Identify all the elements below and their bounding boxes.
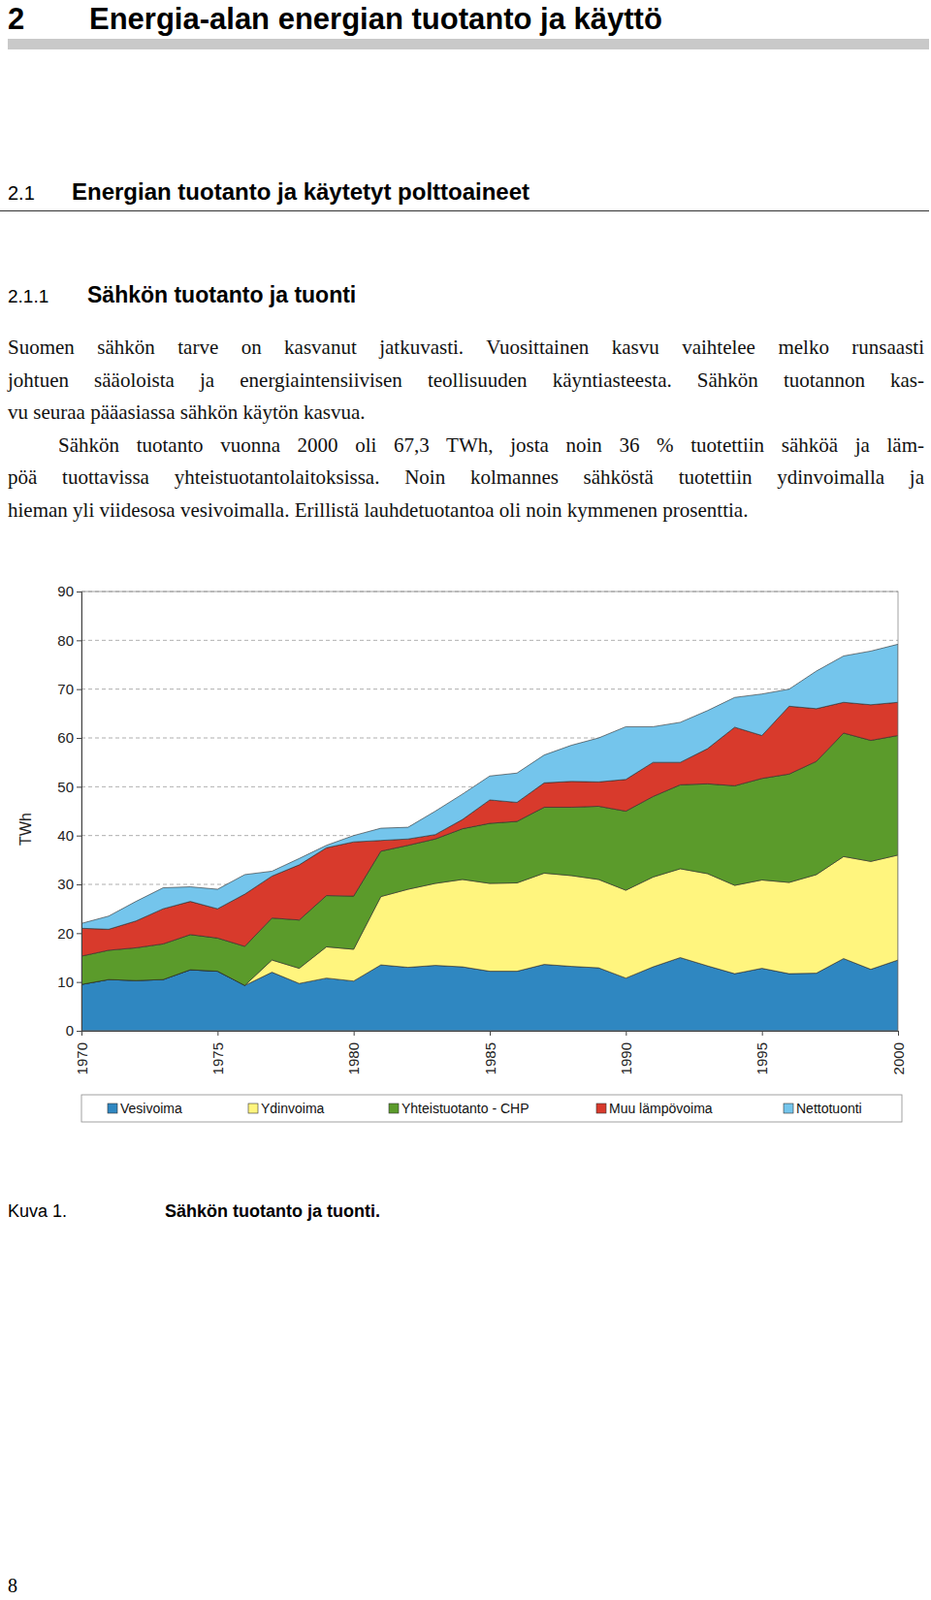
paragraph-line: vu seuraa pääasiassa sähkön käytön kasvu… — [7, 399, 925, 425]
subsection-number: 2.1.1 — [7, 286, 49, 308]
legend-swatch — [596, 1103, 607, 1114]
legend-label: Muu lämpövoima — [609, 1100, 713, 1117]
y-tick-label: 10 — [57, 973, 74, 991]
legend-item: Nettotuonti — [783, 1100, 863, 1117]
x-tick-label: 2000 — [890, 1042, 907, 1075]
y-tick-mark — [76, 932, 82, 934]
x-tick-label: 1975 — [209, 1042, 226, 1075]
y-tick-label: 50 — [57, 778, 74, 796]
y-tick-label: 20 — [57, 925, 74, 942]
y-tick: 10 — [57, 973, 82, 991]
x-tick-label: 1970 — [73, 1042, 91, 1075]
y-tick-label: 40 — [57, 827, 74, 844]
y-tick: 0 — [65, 1022, 82, 1039]
x-tick-mark — [762, 1030, 764, 1036]
x-tick-label: 1990 — [617, 1042, 635, 1075]
y-tick: 20 — [57, 925, 82, 942]
x-tick: 2000 — [890, 1030, 907, 1075]
chart: 0102030405060708090197019751980198519901… — [0, 562, 931, 1135]
x-tick-mark — [625, 1030, 627, 1036]
page-number: 8 — [7, 1574, 18, 1598]
section-number: 2.1 — [7, 182, 35, 205]
legend-swatch — [783, 1103, 794, 1114]
y-tick: 80 — [57, 632, 82, 649]
grid-line — [81, 640, 899, 642]
y-tick-mark — [76, 591, 82, 593]
y-tick-mark — [76, 640, 82, 642]
paragraph-line: Suomen sähkön tarve on kasvanut jatkuvas… — [7, 334, 925, 360]
y-tick-label: 80 — [57, 632, 74, 649]
grid — [81, 591, 899, 1031]
legend-box — [81, 1094, 902, 1123]
y-tick-label: 90 — [57, 582, 74, 600]
x-tick-mark — [898, 1030, 899, 1036]
subsection-title: Sähkön tuotanto ja tuonti — [87, 282, 356, 309]
x-tick: 1990 — [617, 1030, 635, 1075]
legend-label: Yhteistuotanto - CHP — [401, 1100, 530, 1117]
x-tick-mark — [353, 1030, 355, 1036]
x-tick-mark — [489, 1030, 491, 1036]
paragraph-line: pöä tuottavissa yhteistuotantolaitoksiss… — [7, 464, 925, 490]
x-tick-label: 1980 — [345, 1042, 362, 1075]
y-tick-mark — [76, 835, 82, 837]
caption-label: Kuva 1. — [7, 1201, 67, 1222]
x-tick-mark — [217, 1030, 219, 1036]
y-axis: 0 10 20 30 40 50 60 70 80 90 — [57, 582, 82, 1039]
y-tick-mark — [76, 786, 82, 788]
paragraph-line: hieman yli viidesosa vesivoimalla. Erill… — [7, 497, 925, 523]
y-tick-label: 60 — [57, 729, 74, 746]
y-tick: 70 — [57, 680, 82, 698]
section-title: Energian tuotanto ja käytetyt polttoaine… — [71, 178, 530, 206]
y-tick: 40 — [57, 827, 82, 844]
grid-line — [81, 688, 899, 690]
y-axis-line — [76, 592, 83, 1032]
x-tick: 1995 — [753, 1030, 771, 1075]
y-tick-mark — [76, 982, 82, 984]
heading-rule — [7, 38, 930, 50]
section-rule — [0, 210, 930, 212]
x-tick: 1980 — [345, 1030, 362, 1075]
caption-title: Sähkön tuotanto ja tuonti. — [164, 1201, 381, 1222]
y-tick-mark — [76, 1030, 82, 1032]
y-tick-label: 30 — [57, 875, 74, 893]
legend-swatch — [388, 1103, 399, 1114]
legend: Vesivoima Ydinvoima Yhteistuotanto - CHP Mu… — [81, 1094, 902, 1123]
y-tick-mark — [76, 689, 82, 691]
y-tick-label: 70 — [57, 680, 74, 698]
legend-label: Ydinvoima — [260, 1100, 325, 1117]
y-tick: 50 — [57, 778, 82, 796]
x-axis-line — [82, 1031, 899, 1037]
x-tick: 1985 — [481, 1030, 499, 1075]
x-axis: 1970 1975 1980 1985 1990 1995 2000 — [73, 1030, 907, 1075]
legend-item: Yhteistuotanto - CHP — [388, 1100, 530, 1117]
legend-item: Ydinvoima — [248, 1100, 325, 1117]
y-tick: 60 — [57, 729, 82, 746]
legend-label: Nettotuonti — [796, 1100, 863, 1117]
y-axis-title: TWh — [17, 812, 34, 846]
area — [81, 702, 899, 957]
legend-item: Muu lämpövoima — [596, 1100, 713, 1117]
x-tick-label: 1995 — [753, 1042, 771, 1075]
y-tick: 30 — [57, 875, 82, 893]
y-tick-mark — [76, 738, 82, 739]
legend-swatch — [248, 1103, 258, 1114]
plot-frame — [81, 591, 899, 1031]
y-tick: 90 — [57, 582, 82, 600]
x-tick: 1975 — [209, 1030, 226, 1075]
paragraph-line: Sähkön tuotanto vuonna 2000 oli 67,3 TWh… — [58, 432, 925, 458]
paragraph-line: johtuen sääoloista ja energiaintensiivis… — [7, 367, 925, 393]
chapter-number: 2 — [7, 1, 25, 37]
y-tick-label: 0 — [65, 1022, 74, 1039]
areas — [81, 643, 899, 1031]
area — [81, 643, 899, 930]
legend-label: Vesivoima — [120, 1100, 183, 1117]
legend-item: Vesivoima — [107, 1100, 183, 1117]
y-tick-mark — [76, 884, 82, 886]
chapter-title: Energia-alan energian tuotanto ja käyttö — [89, 1, 663, 37]
legend-swatch — [107, 1103, 118, 1114]
x-tick-label: 1985 — [481, 1042, 499, 1075]
x-tick: 1970 — [73, 1030, 91, 1075]
x-tick-mark — [81, 1030, 83, 1036]
